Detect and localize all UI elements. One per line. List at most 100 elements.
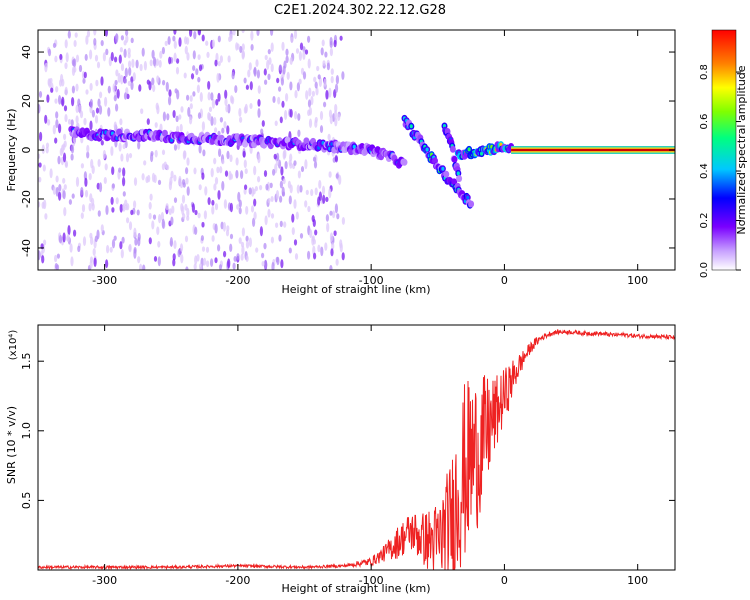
noise-speck bbox=[267, 48, 271, 55]
noise-speck bbox=[333, 39, 337, 48]
noise-speck bbox=[312, 218, 316, 228]
noise-speck bbox=[39, 131, 43, 142]
noise-speck bbox=[283, 60, 287, 69]
noise-speck bbox=[238, 107, 242, 117]
noise-speck bbox=[38, 103, 41, 114]
noise-speck bbox=[128, 67, 132, 76]
noise-speck bbox=[189, 95, 193, 102]
noise-speck bbox=[43, 239, 47, 246]
noise-speck bbox=[156, 75, 160, 84]
noise-speck bbox=[181, 194, 186, 204]
noise-speck bbox=[173, 174, 177, 182]
noise-speck bbox=[201, 121, 205, 132]
noise-speck bbox=[93, 38, 97, 46]
noise-speck bbox=[198, 144, 202, 154]
noise-speck bbox=[124, 67, 128, 78]
noise-speck bbox=[54, 254, 58, 263]
noise-speck bbox=[328, 171, 332, 178]
noise-speck bbox=[166, 164, 170, 171]
noise-speck bbox=[110, 146, 114, 157]
noise-speck bbox=[153, 256, 158, 262]
noise-speck bbox=[255, 247, 259, 253]
noise-speck bbox=[151, 49, 155, 59]
x-tick-label: -200 bbox=[225, 274, 250, 287]
noise-speck bbox=[128, 221, 133, 231]
noise-speck bbox=[245, 255, 249, 262]
noise-speck bbox=[201, 221, 205, 228]
noise-speck bbox=[152, 84, 156, 93]
noise-speck bbox=[94, 115, 99, 124]
noise-speck bbox=[297, 113, 301, 121]
noise-speck bbox=[330, 248, 334, 257]
noise-speck bbox=[126, 93, 130, 100]
noise-speck bbox=[307, 35, 311, 43]
y-tick-label: 1.0 bbox=[20, 422, 33, 440]
y-tick-label: 20 bbox=[20, 94, 33, 108]
noise-speck bbox=[49, 77, 53, 84]
noise-speck bbox=[93, 257, 97, 268]
noise-speck bbox=[38, 162, 42, 168]
noise-speck bbox=[257, 108, 261, 118]
noise-speck bbox=[155, 58, 159, 66]
noise-speck bbox=[157, 179, 162, 186]
track-dot bbox=[443, 170, 450, 178]
noise-speck bbox=[318, 77, 322, 88]
noise-speck bbox=[229, 202, 233, 213]
noise-speck bbox=[245, 240, 250, 249]
noise-speck bbox=[152, 56, 157, 67]
noise-speck bbox=[175, 115, 179, 123]
noise-speck bbox=[257, 99, 261, 107]
noise-speck bbox=[221, 180, 225, 191]
noise-speck bbox=[308, 106, 312, 116]
noise-speck bbox=[146, 79, 150, 85]
noise-speck bbox=[150, 150, 154, 157]
noise-speck bbox=[263, 68, 267, 76]
noise-speck bbox=[82, 236, 87, 247]
noise-speck bbox=[45, 146, 49, 154]
noise-speck bbox=[84, 177, 88, 187]
noise-speck bbox=[186, 186, 190, 196]
noise-speck bbox=[81, 204, 86, 213]
noise-speck bbox=[270, 196, 274, 202]
track-dot bbox=[451, 155, 458, 163]
noise-speck bbox=[133, 227, 137, 238]
noise-speck bbox=[94, 54, 99, 62]
noise-speck bbox=[180, 203, 184, 212]
noise-speck bbox=[310, 95, 314, 106]
noise-speck bbox=[224, 89, 228, 99]
noise-speck bbox=[229, 233, 234, 240]
noise-speck bbox=[213, 116, 217, 126]
noise-speck bbox=[98, 105, 103, 115]
noise-speck bbox=[49, 168, 53, 179]
snr-x-label: Height of straight line (km) bbox=[281, 582, 430, 595]
noise-speck bbox=[138, 84, 142, 92]
noise-speck bbox=[122, 203, 126, 212]
noise-speck bbox=[221, 127, 225, 134]
noise-speck bbox=[104, 163, 108, 171]
noise-speck bbox=[230, 95, 234, 104]
noise-speck bbox=[89, 232, 93, 239]
noise-speck bbox=[109, 246, 113, 253]
noise-speck bbox=[271, 261, 275, 270]
noise-speck bbox=[264, 259, 268, 269]
noise-speck bbox=[207, 112, 211, 121]
noise-speck bbox=[234, 85, 238, 94]
noise-speck bbox=[63, 206, 67, 217]
noise-speck bbox=[83, 71, 87, 79]
noise-speck bbox=[110, 196, 114, 205]
noise-speck bbox=[84, 53, 88, 61]
spectrogram-y-label: Frequency (Hz) bbox=[5, 109, 18, 192]
noise-speck bbox=[283, 221, 287, 228]
noise-speck bbox=[229, 173, 233, 180]
noise-speck bbox=[224, 170, 229, 177]
noise-speck bbox=[269, 182, 273, 189]
noise-speck bbox=[67, 118, 72, 125]
noise-speck bbox=[47, 119, 51, 126]
noise-speck bbox=[324, 51, 328, 58]
noise-speck bbox=[185, 177, 189, 185]
noise-speck bbox=[211, 199, 215, 206]
noise-speck bbox=[199, 91, 203, 103]
noise-speck bbox=[197, 54, 201, 61]
noise-speck bbox=[56, 253, 61, 259]
noise-speck bbox=[95, 107, 100, 114]
